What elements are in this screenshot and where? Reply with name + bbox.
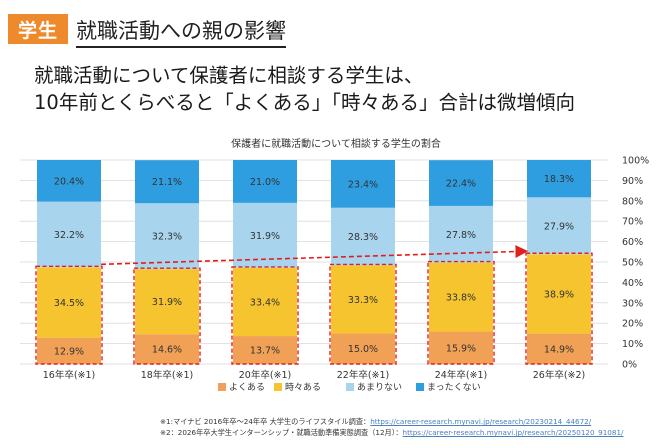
highlight-box bbox=[329, 263, 397, 365]
bar-segment bbox=[37, 267, 101, 338]
x-tick-label: 16年卒(※1) bbox=[43, 369, 96, 381]
y-tick-label: 100% bbox=[622, 156, 649, 167]
footnote-1: ※1:マイナビ 2016年卒〜24年卒 大学生のライフスタイル調査：https:… bbox=[160, 417, 664, 427]
bar-segment bbox=[135, 160, 199, 204]
y-tick-label: 70% bbox=[622, 217, 643, 228]
data-label: 27.8% bbox=[446, 230, 476, 241]
category-tag: 学生 bbox=[8, 14, 68, 44]
data-label: 28.3% bbox=[348, 232, 378, 243]
footnote-2: ※2：2026年卒大学生インターンシップ・就職活動準備実態調査（12月）：htt… bbox=[160, 428, 664, 438]
highlight-box bbox=[427, 260, 495, 365]
y-tick-label: 30% bbox=[622, 298, 643, 309]
legend-label: 時々ある bbox=[285, 382, 321, 393]
bar-segment bbox=[135, 269, 199, 335]
highlight-box bbox=[133, 267, 201, 365]
bar-segment bbox=[527, 333, 591, 364]
y-tick-label: 20% bbox=[622, 319, 643, 330]
data-label: 15.9% bbox=[446, 343, 476, 354]
y-tick-label: 60% bbox=[622, 237, 643, 248]
data-label: 21.1% bbox=[152, 177, 182, 188]
data-label: 31.9% bbox=[152, 297, 182, 308]
legend-label: よくある bbox=[229, 382, 265, 393]
bar-segment bbox=[233, 336, 297, 364]
highlight-box bbox=[231, 266, 299, 365]
bar-segment bbox=[135, 203, 199, 270]
x-tick-label: 18年卒(※1) bbox=[141, 369, 194, 381]
y-tick-label: 10% bbox=[622, 339, 643, 350]
x-tick-label: 24年卒(※1) bbox=[435, 369, 488, 381]
highlight-box bbox=[35, 265, 103, 365]
data-label: 31.9% bbox=[250, 231, 280, 242]
x-tick-label: 26年卒(※2) bbox=[533, 369, 586, 381]
footnote-1-text: ※1:マイナビ 2016年卒〜24年卒 大学生のライフスタイル調査： bbox=[160, 417, 371, 426]
legend-swatch bbox=[274, 383, 282, 391]
trend-arrow bbox=[100, 245, 529, 266]
bar-segment bbox=[37, 160, 101, 202]
data-label: 23.4% bbox=[348, 179, 378, 190]
bar-segment bbox=[37, 201, 101, 268]
footnote-2-link[interactable]: https://career-research.mynavi.jp/resear… bbox=[402, 428, 624, 437]
data-label: 33.3% bbox=[348, 295, 378, 306]
bar-segment bbox=[331, 333, 395, 364]
data-label: 15.0% bbox=[348, 344, 378, 355]
y-tick-label: 50% bbox=[622, 258, 643, 269]
data-label: 34.5% bbox=[54, 298, 84, 309]
data-label: 32.3% bbox=[152, 232, 182, 243]
headline: 就職活動について保護者に相談する学生は、 10年前とくらべると「よくある」「時々… bbox=[34, 62, 575, 116]
page-heading: 就職活動への親の影響 bbox=[76, 15, 286, 48]
footnote-1-link[interactable]: https://career-research.mynavi.jp/resear… bbox=[370, 417, 592, 426]
headline-line-2: 10年前とくらべると「よくある」「時々ある」合計は微増傾向 bbox=[34, 91, 575, 114]
data-label: 12.9% bbox=[54, 346, 84, 357]
legend-swatch bbox=[346, 383, 354, 391]
data-label: 32.2% bbox=[54, 230, 84, 241]
data-label: 14.9% bbox=[544, 344, 574, 355]
bar-segment bbox=[527, 160, 591, 198]
data-label: 38.9% bbox=[544, 289, 574, 300]
x-tick-label: 20年卒(※1) bbox=[239, 369, 292, 381]
bar-segment bbox=[331, 265, 395, 334]
legend-swatch bbox=[416, 383, 424, 391]
bar-segment bbox=[429, 262, 493, 332]
y-tick-label: 80% bbox=[622, 196, 643, 207]
data-label: 33.8% bbox=[446, 293, 476, 304]
data-label: 13.7% bbox=[250, 346, 280, 357]
legend-swatch bbox=[218, 383, 226, 391]
bar-segment bbox=[429, 331, 493, 364]
bar-segment bbox=[233, 160, 297, 203]
highlight-box bbox=[525, 252, 593, 365]
bar-segment bbox=[37, 337, 101, 364]
data-label: 33.4% bbox=[250, 297, 280, 308]
y-tick-label: 0% bbox=[622, 360, 637, 371]
bar-segment bbox=[527, 254, 591, 334]
data-label: 21.0% bbox=[250, 177, 280, 188]
legend-label: あまりない bbox=[357, 382, 402, 393]
bar-segment bbox=[429, 160, 493, 206]
data-label: 14.6% bbox=[152, 345, 182, 356]
data-label: 18.3% bbox=[544, 174, 574, 185]
y-tick-label: 90% bbox=[622, 176, 643, 187]
bar-segment bbox=[331, 160, 395, 208]
x-tick-label: 22年卒(※1) bbox=[337, 369, 390, 381]
chart-title: 保護者に就職活動について相談する学生の割合 bbox=[231, 137, 441, 150]
bar-segment bbox=[233, 267, 297, 337]
bar-segment bbox=[135, 334, 199, 364]
legend-label: まったくない bbox=[427, 382, 481, 393]
bar-segment bbox=[527, 197, 591, 255]
y-tick-label: 40% bbox=[622, 278, 643, 289]
data-label: 27.9% bbox=[544, 221, 574, 232]
footnote-2-text: ※2：2026年卒大学生インターンシップ・就職活動準備実態調査（12月）： bbox=[160, 428, 403, 437]
headline-line-1: 就職活動について保護者に相談する学生は、 bbox=[34, 64, 424, 87]
data-label: 22.4% bbox=[446, 179, 476, 190]
bar-segment bbox=[233, 202, 297, 268]
data-label: 20.4% bbox=[54, 176, 84, 187]
